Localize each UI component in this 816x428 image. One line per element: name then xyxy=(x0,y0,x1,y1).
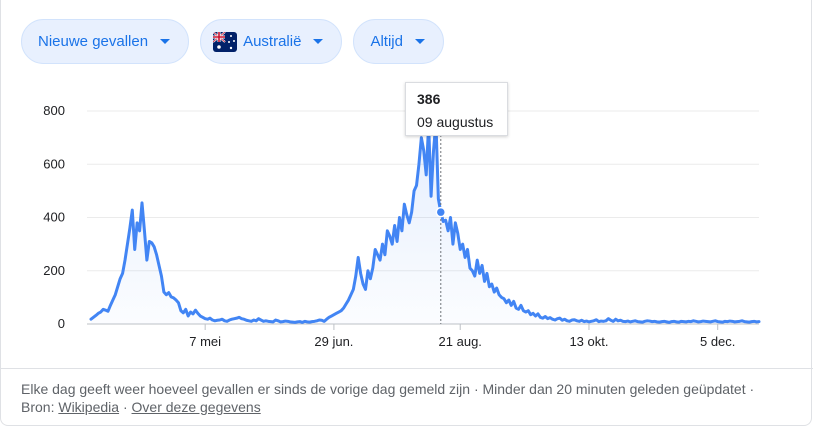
source-wikipedia-link[interactable]: Wikipedia xyxy=(58,399,120,415)
x-tick-label: 29 jun. xyxy=(314,334,353,349)
tooltip-value: 386 xyxy=(417,91,441,107)
about-data-link[interactable]: Over deze gegevens xyxy=(131,399,261,415)
metric-dropdown[interactable]: Nieuwe gevallen xyxy=(21,19,190,64)
caret-down-icon xyxy=(160,39,171,44)
footer-description: Elke dag geeft weer hoeveel gevallen er … xyxy=(21,381,755,415)
tooltip-date: 09 augustus xyxy=(417,114,494,130)
x-tick-label: 5 dec. xyxy=(700,334,735,349)
period-dropdown[interactable]: Altijd xyxy=(353,19,444,64)
x-tick-label: 21 aug. xyxy=(439,334,482,349)
new-cases-chart[interactable]: 0 200 400 600 800 7 mei 29 jun. 21 aug. 13 okt. 5… xyxy=(1,80,801,360)
y-tick-label: 200 xyxy=(43,263,65,278)
chart-tooltip: 386 09 augustus xyxy=(405,82,508,136)
footer-divider xyxy=(1,368,813,369)
y-tick-label: 0 xyxy=(58,316,65,331)
filter-bar: Nieuwe gevallen Australi xyxy=(21,19,444,64)
caret-down-icon xyxy=(313,39,324,44)
metric-dropdown-label: Nieuwe gevallen xyxy=(38,33,149,50)
x-tick-label: 13 okt. xyxy=(569,334,608,349)
series-line xyxy=(89,120,761,324)
footer-separator: · xyxy=(119,399,132,415)
y-tick-label: 800 xyxy=(43,103,65,118)
caret-down-icon xyxy=(414,39,425,44)
y-tick-label: 400 xyxy=(43,210,65,225)
y-tick-label: 600 xyxy=(43,156,65,171)
country-dropdown-label: Australië xyxy=(243,33,302,50)
country-dropdown[interactable]: Australië xyxy=(200,19,343,64)
chart-footer: Elke dag geeft weer hoeveel gevallen er … xyxy=(21,380,791,416)
series-area xyxy=(91,121,759,325)
period-dropdown-label: Altijd xyxy=(370,33,403,50)
x-tick-label: 7 mei xyxy=(189,334,221,349)
hover-point xyxy=(435,206,447,218)
australia-flag-icon xyxy=(213,31,238,52)
